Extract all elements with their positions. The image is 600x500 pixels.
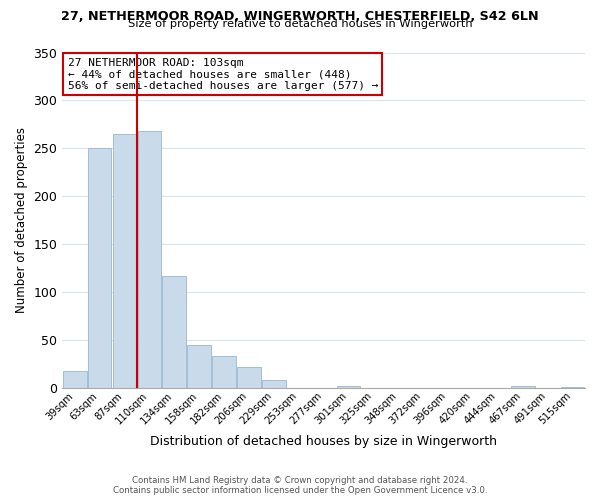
Bar	[88, 148, 112, 388]
Text: 27, NETHERMOOR ROAD, WINGERWORTH, CHESTERFIELD, S42 6LN: 27, NETHERMOOR ROAD, WINGERWORTH, CHESTE…	[61, 10, 539, 23]
Bar	[137, 131, 161, 388]
Y-axis label: Number of detached properties: Number of detached properties	[15, 127, 28, 313]
Text: Size of property relative to detached houses in Wingerworth: Size of property relative to detached ho…	[128, 19, 472, 29]
Bar	[163, 276, 186, 388]
Bar	[63, 372, 86, 388]
X-axis label: Distribution of detached houses by size in Wingerworth: Distribution of detached houses by size …	[150, 434, 497, 448]
Text: Contains HM Land Registry data © Crown copyright and database right 2024.
Contai: Contains HM Land Registry data © Crown c…	[113, 476, 487, 495]
Bar	[511, 386, 535, 388]
Bar	[237, 366, 261, 388]
Bar	[187, 344, 211, 388]
Bar	[337, 386, 361, 388]
Bar	[561, 387, 584, 388]
Bar	[113, 134, 136, 388]
Bar	[212, 356, 236, 388]
Bar	[262, 380, 286, 388]
Text: 27 NETHERMOOR ROAD: 103sqm
← 44% of detached houses are smaller (448)
56% of sem: 27 NETHERMOOR ROAD: 103sqm ← 44% of deta…	[68, 58, 378, 90]
